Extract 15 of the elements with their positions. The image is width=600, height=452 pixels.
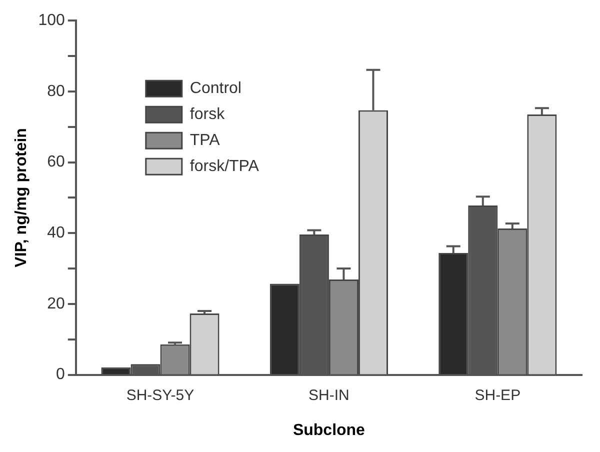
y-axis-title: VIP, ng/mg protein	[13, 128, 30, 268]
y-tick-label: 0	[56, 366, 65, 384]
legend-label: forsk	[190, 106, 226, 124]
y-tick-label: 80	[47, 82, 65, 100]
legend-label: forsk/TPA	[190, 158, 260, 176]
y-tick-label: 20	[47, 295, 65, 312]
x-tick-label: SH-EP	[474, 386, 521, 404]
legend-label: Control	[190, 80, 242, 98]
x-tick-label: SH-IN	[308, 386, 350, 404]
x-tick-label: SH-SY-5Y	[126, 386, 194, 404]
x-axis-title: Subclone	[292, 422, 366, 439]
y-tick-label: 100	[38, 12, 65, 30]
legend-label: TPA	[190, 132, 220, 150]
y-tick-label: 60	[47, 154, 65, 171]
y-tick-label: 40	[47, 224, 65, 242]
